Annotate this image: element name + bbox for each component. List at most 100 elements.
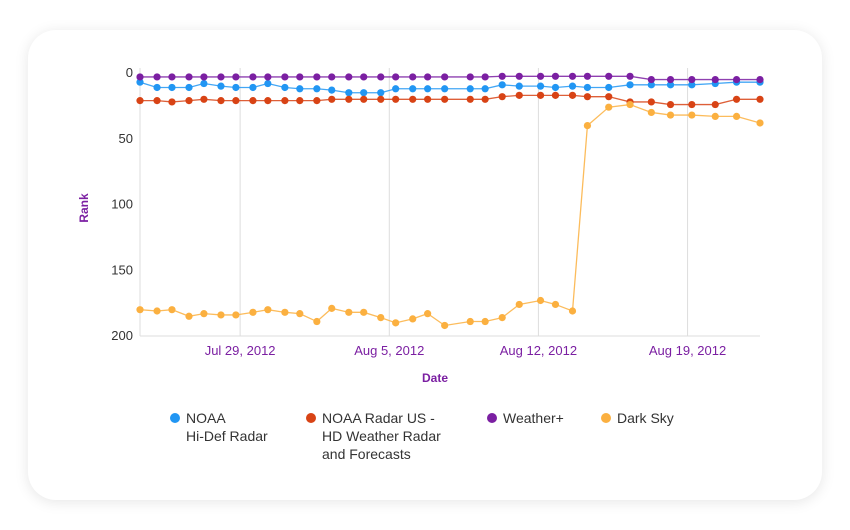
data-point xyxy=(568,91,577,99)
data-point xyxy=(296,73,304,81)
series-noaa-radar-us- xyxy=(136,91,764,109)
data-point xyxy=(536,296,545,305)
data-point xyxy=(264,73,272,81)
data-point xyxy=(168,83,176,92)
data-point xyxy=(688,111,696,119)
data-point xyxy=(756,75,764,84)
data-point xyxy=(481,95,489,103)
data-point xyxy=(360,73,368,81)
data-point xyxy=(392,85,400,93)
data-point xyxy=(409,95,417,103)
data-point xyxy=(666,81,675,89)
data-point xyxy=(232,311,240,319)
data-point xyxy=(217,311,225,319)
data-point xyxy=(232,83,240,92)
data-point xyxy=(232,97,240,105)
data-point xyxy=(466,85,474,93)
data-point xyxy=(583,122,592,130)
data-point xyxy=(666,111,675,119)
data-point xyxy=(313,85,321,93)
data-point xyxy=(168,306,176,314)
series-noaa xyxy=(136,78,764,97)
data-point xyxy=(583,93,592,101)
data-point xyxy=(153,97,161,105)
data-point xyxy=(136,73,144,81)
x-axis-label: Date xyxy=(422,371,448,385)
legend-swatch xyxy=(306,413,316,423)
legend-label: NOAA Hi-Def Radar xyxy=(186,410,268,444)
data-point xyxy=(626,72,634,80)
data-point xyxy=(264,306,272,314)
data-point xyxy=(666,75,675,84)
y-tick-label: 150 xyxy=(111,262,133,277)
data-point xyxy=(200,79,208,88)
data-point xyxy=(441,95,449,103)
data-point xyxy=(377,89,385,97)
data-point xyxy=(605,72,613,80)
data-point xyxy=(536,72,545,80)
data-point xyxy=(281,83,289,92)
data-point xyxy=(756,95,764,103)
x-tick-label: Aug 12, 2012 xyxy=(500,343,577,358)
series-group xyxy=(136,72,764,330)
data-point xyxy=(481,73,489,81)
data-point xyxy=(392,319,400,327)
data-point xyxy=(424,95,432,103)
data-point xyxy=(249,308,257,316)
data-point xyxy=(136,78,144,86)
data-point xyxy=(732,75,741,84)
data-point xyxy=(498,313,506,322)
legend-item-dark-sky[interactable]: Dark Sky xyxy=(601,409,674,427)
data-point xyxy=(688,81,696,89)
data-point xyxy=(185,83,193,92)
data-point xyxy=(647,108,655,117)
x-tick-label: Aug 19, 2012 xyxy=(649,343,726,358)
data-point xyxy=(605,103,613,111)
data-point xyxy=(711,75,719,84)
legend-swatch xyxy=(487,413,497,423)
data-point xyxy=(377,95,385,103)
data-point xyxy=(264,79,272,88)
data-point xyxy=(217,73,225,81)
y-tick-label: 0 xyxy=(126,65,133,80)
legend-item-weather-plus[interactable]: Weather+ xyxy=(487,409,564,427)
data-point xyxy=(498,93,506,101)
data-point xyxy=(328,304,336,312)
y-axis-ticks: 0 50 100 150 200 xyxy=(111,65,133,343)
data-point xyxy=(409,85,417,93)
data-point xyxy=(153,307,161,315)
data-point xyxy=(377,73,385,81)
data-point xyxy=(232,73,240,81)
data-point xyxy=(647,75,655,84)
x-tick-label: Aug 5, 2012 xyxy=(354,343,424,358)
legend-item-noaa-hi-def[interactable]: NOAA Hi-Def Radar xyxy=(170,409,268,445)
data-point xyxy=(392,73,400,81)
data-point xyxy=(515,91,523,99)
y-tick-label: 200 xyxy=(111,328,133,343)
data-point xyxy=(281,73,289,81)
data-point xyxy=(515,82,523,90)
data-point xyxy=(328,86,336,94)
data-point xyxy=(153,73,161,81)
data-point xyxy=(281,308,289,316)
x-axis-ticks: Jul 29, 2012 Aug 5, 2012 Aug 12, 2012 Aug 1… xyxy=(205,343,727,358)
y-tick-label: 100 xyxy=(111,197,133,212)
data-point xyxy=(136,306,144,314)
data-point xyxy=(409,73,417,81)
data-point xyxy=(568,307,577,315)
data-point xyxy=(583,83,592,92)
data-point xyxy=(732,112,741,120)
data-point xyxy=(281,97,289,105)
data-point xyxy=(441,85,449,93)
data-point xyxy=(424,73,432,81)
data-point xyxy=(409,315,417,323)
data-point xyxy=(498,72,506,80)
legend-item-noaa-radar-us[interactable]: NOAA Radar US - HD Weather Radar and For… xyxy=(306,409,441,463)
data-point xyxy=(345,95,353,103)
y-tick-label: 50 xyxy=(119,131,133,146)
data-point xyxy=(536,91,545,99)
series-dark-sky xyxy=(136,100,764,330)
chart-card xyxy=(28,30,822,500)
data-point xyxy=(313,317,321,326)
data-point xyxy=(551,83,560,92)
